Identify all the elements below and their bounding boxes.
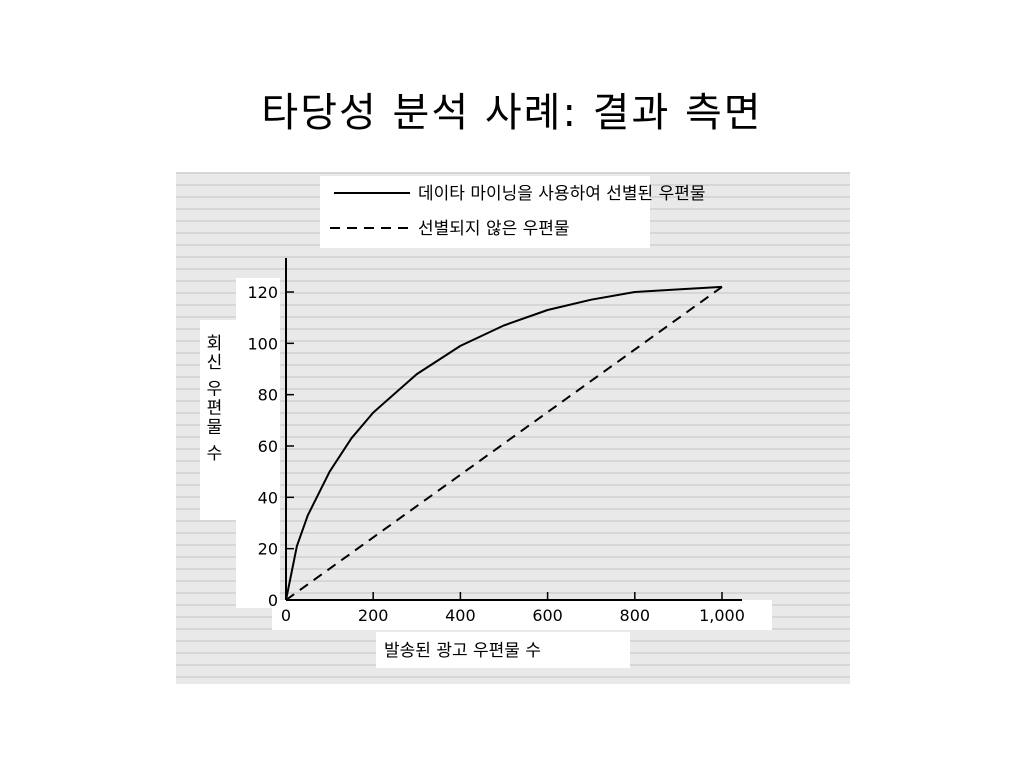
y-tick-label: 100 [247, 334, 278, 353]
y-tick-label: 120 [247, 283, 278, 302]
scanned-figure-background [176, 172, 850, 684]
series-group [285, 285, 723, 601]
legend-panel [320, 176, 650, 248]
y-axis-title: 회신 우편물 수 [202, 334, 222, 463]
slide-title: 타당성 분석 사례: 결과 측면 [261, 90, 763, 136]
x-tick-label: 200 [358, 606, 389, 625]
y-tick-label: 60 [258, 437, 278, 456]
legend-label-solid: 데이타 마이닝을 사용하여 선별된 우편물 [418, 184, 706, 204]
x-tick-label: 400 [445, 606, 476, 625]
x-tick-label: 600 [532, 606, 563, 625]
legend-label-dashed: 선별되지 않은 우편물 [418, 219, 570, 239]
y-tick-label: 0 [268, 591, 278, 610]
y-ticks: 0 20 40 60 80 100 120 [247, 283, 294, 610]
x-tick-label: 800 [620, 606, 651, 625]
y-axis-label-panel [200, 320, 236, 520]
tick-label-panel-x [272, 600, 772, 630]
x-ticks: 0 200 400 600 800 1,000 [281, 592, 745, 625]
x-axis-title: 발송된 광고 우편물 수 [384, 641, 541, 661]
y-tick-label: 20 [258, 540, 278, 559]
series-line-unselected [285, 286, 723, 601]
x-tick-label: 1,000 [699, 606, 745, 625]
y-tick-label: 80 [258, 386, 278, 405]
tick-label-panel-y [236, 278, 280, 608]
y-tick-label: 40 [258, 488, 278, 507]
x-tick-label: 0 [281, 606, 291, 625]
series-line-datamining [285, 285, 723, 601]
x-axis-label-panel [376, 632, 630, 668]
